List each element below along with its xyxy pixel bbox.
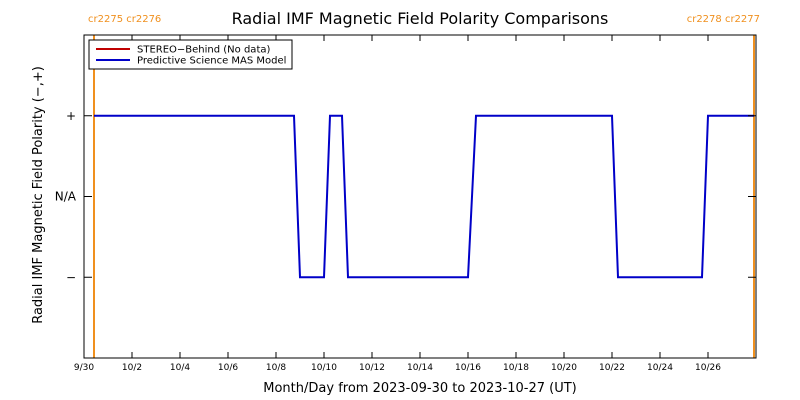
x-tick-label: 10/22: [599, 363, 625, 373]
legend-label: STEREO−Behind (No data): [137, 45, 270, 56]
y-tick-label: N/A: [55, 190, 77, 204]
carrington-label: cr2275 cr2276: [88, 14, 161, 25]
x-tick-label: 10/14: [407, 363, 433, 373]
x-tick-label: 10/18: [503, 363, 529, 373]
x-axis-label: Month/Day from 2023-09-30 to 2023-10-27 …: [263, 381, 576, 396]
chart-title: Radial IMF Magnetic Field Polarity Compa…: [232, 9, 609, 28]
x-tick-label: 10/20: [551, 363, 577, 373]
x-tick-label: 10/26: [695, 363, 721, 373]
x-tick-label: 10/8: [266, 363, 286, 373]
x-axis-ticks: 9/30 10/2 10/4 10/6 10/8 10/10 10/12 10/14 10/16…: [74, 35, 721, 373]
plot-frame: [83, 34, 757, 359]
x-tick-label: 9/30: [74, 363, 94, 373]
y-axis-label: Radial IMF Magnetic Field Polarity (−,+): [31, 66, 46, 324]
x-tick-label: 10/10: [311, 363, 337, 373]
x-tick-label: 10/16: [455, 363, 481, 373]
series-line-mas-model: [94, 114, 754, 279]
x-tick-label: 10/24: [647, 363, 673, 373]
series-layer: [94, 114, 754, 279]
legend: STEREO−Behind (No data)Predictive Scienc…: [88, 39, 293, 70]
y-axis-ticks: + N/A −: [55, 109, 756, 284]
x-tick-label: 10/4: [170, 363, 190, 373]
x-tick-label: 10/6: [218, 363, 238, 373]
y-tick-label: +: [66, 109, 76, 123]
legend-label: Predictive Science MAS Model: [137, 56, 286, 67]
y-tick-label: −: [66, 270, 76, 284]
x-tick-label: 10/12: [359, 363, 385, 373]
carrington-label: cr2278 cr2277: [687, 14, 760, 25]
legend-box: [88, 39, 293, 70]
x-tick-label: 10/2: [122, 363, 142, 373]
